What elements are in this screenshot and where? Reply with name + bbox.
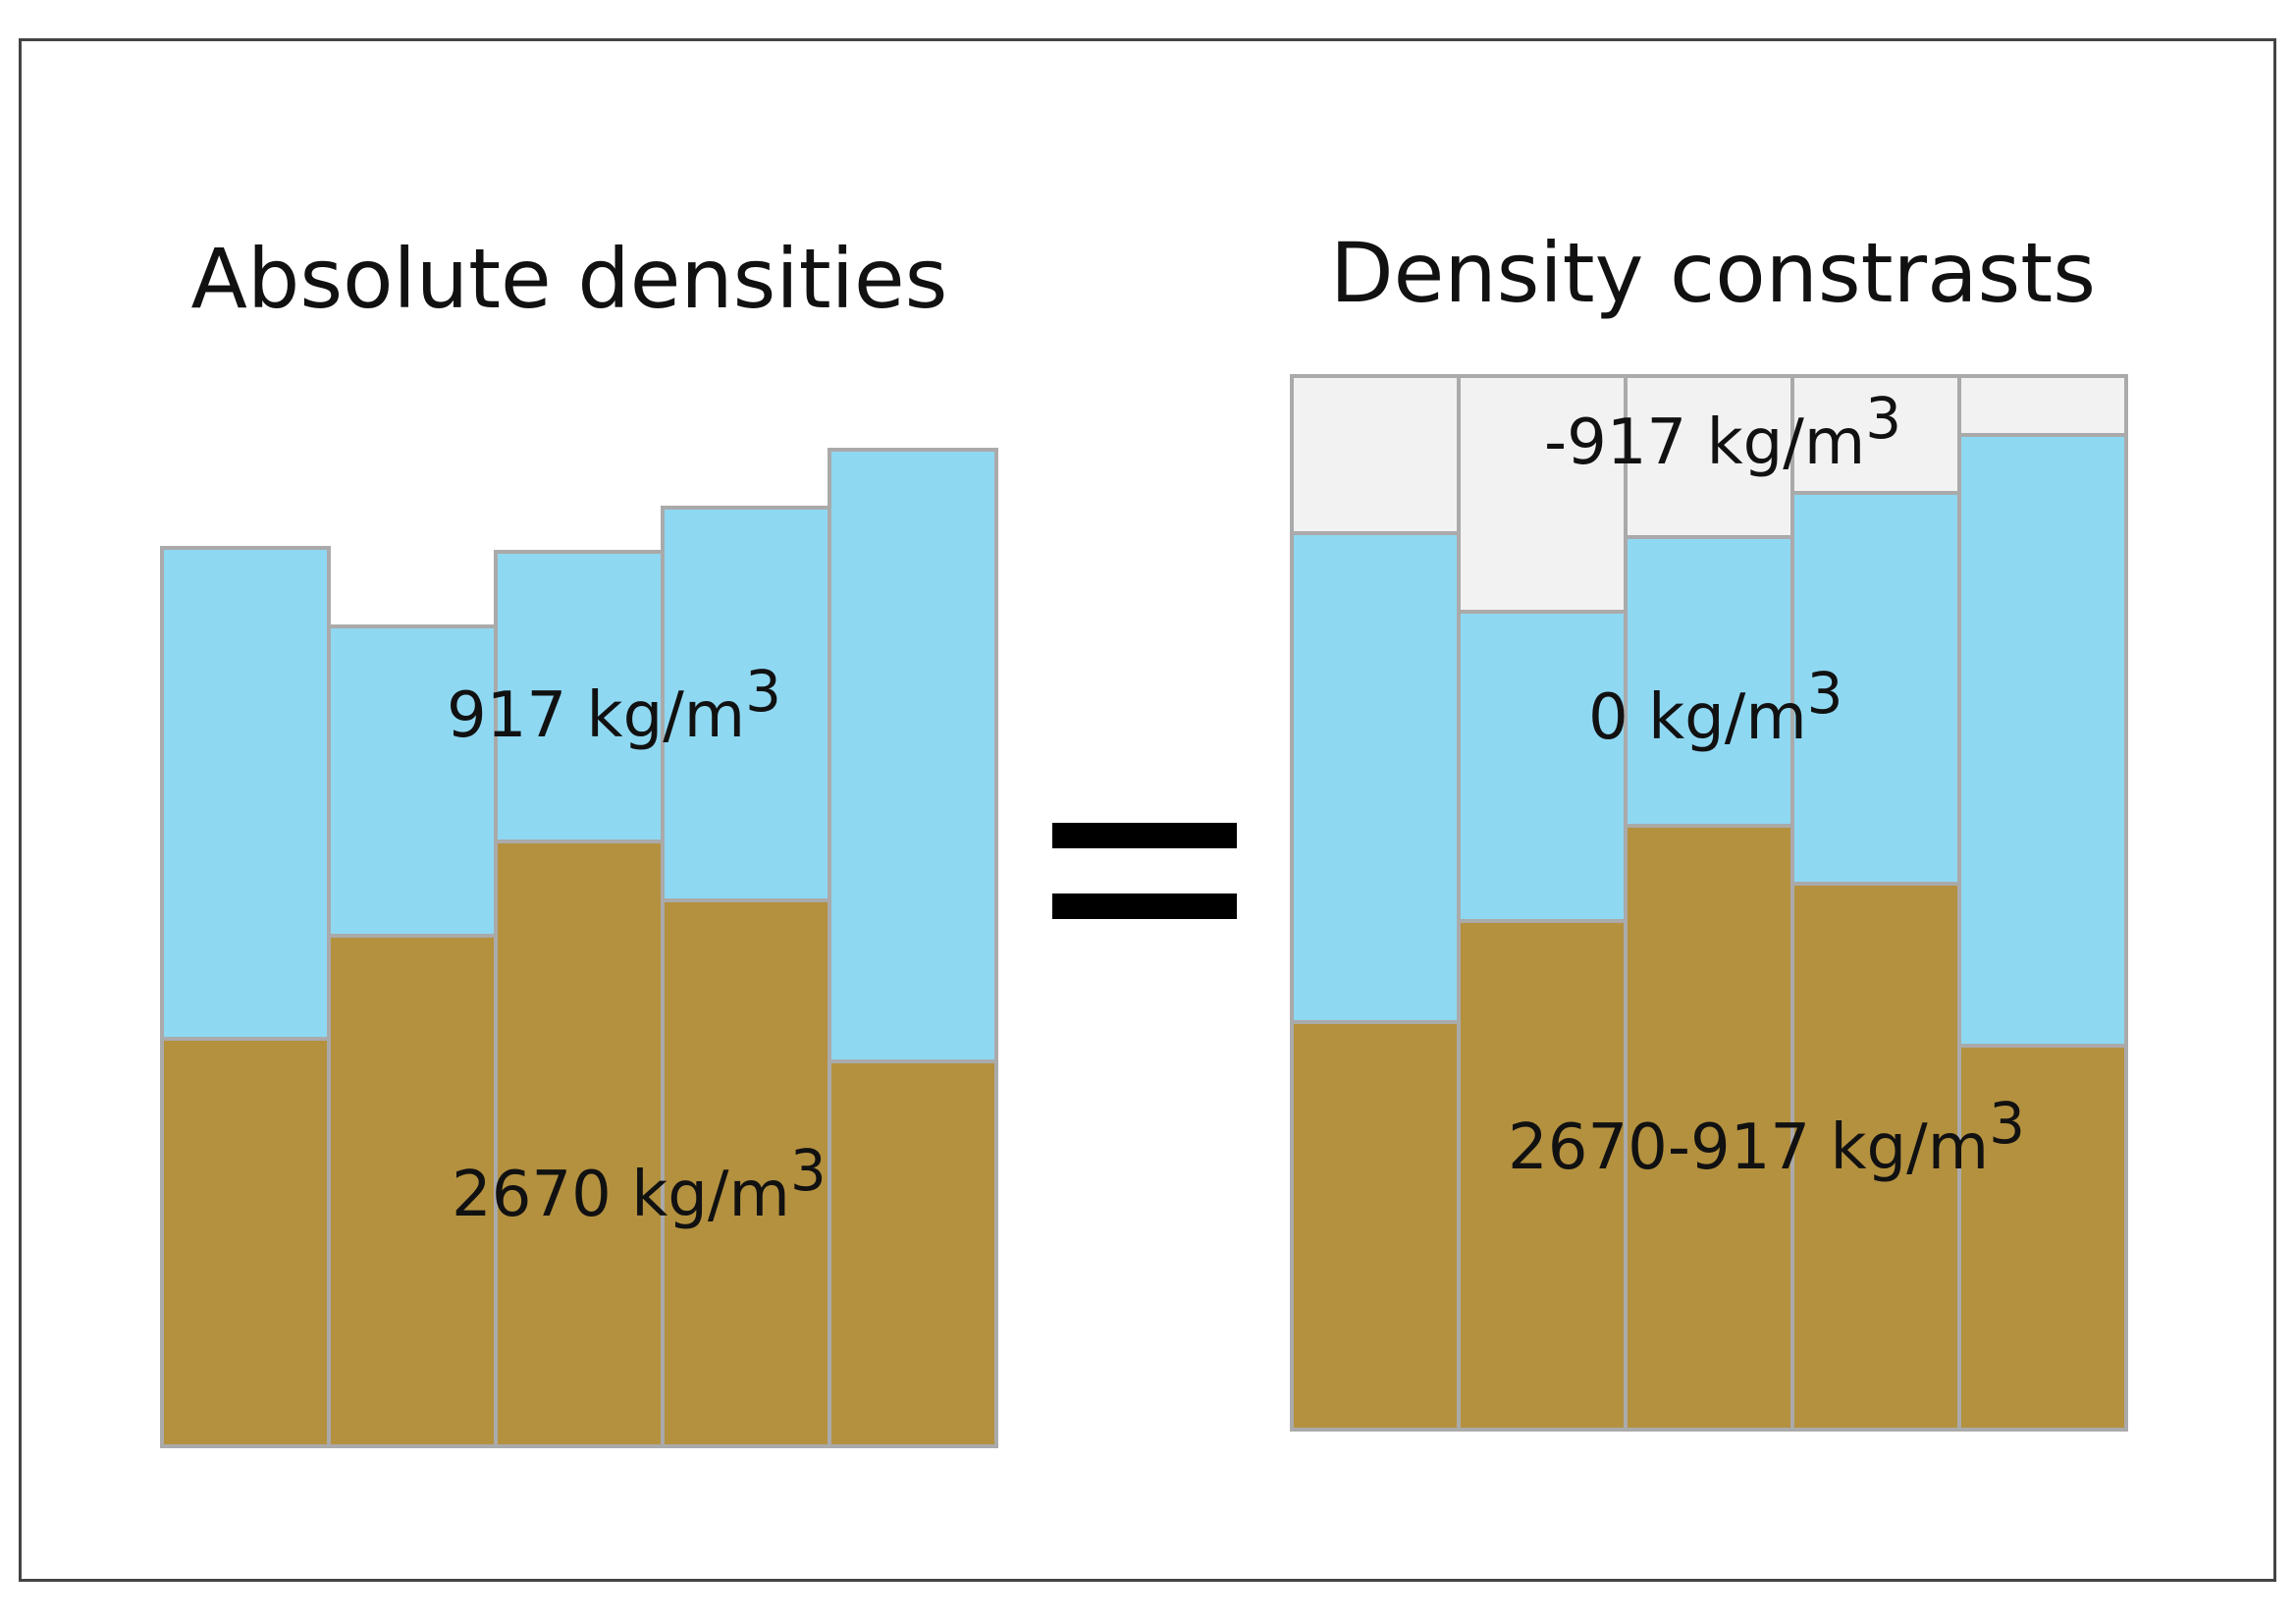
right-col-2-ice [1457, 610, 1628, 923]
right-col-4-bedrock [1790, 882, 1961, 1432]
left-col-3-bedrock [494, 839, 665, 1448]
left-col-4-bedrock [661, 898, 831, 1448]
left-col-2-bedrock [327, 934, 498, 1448]
right-panel: Density constrasts [1290, 225, 2128, 1432]
right-col-3-bedrock [1624, 824, 1794, 1432]
right-col-2-air [1457, 374, 1628, 614]
right-col-1-bedrock [1290, 1020, 1461, 1432]
equals-sign [1052, 823, 1237, 919]
right-columns [1290, 374, 2128, 1432]
right-bedrock-label: 2670-917 kg/m3 [1508, 1090, 2025, 1184]
figure-frame [19, 38, 2276, 1582]
right-col-1-ice [1290, 531, 1461, 1024]
right-col-3-ice [1624, 535, 1794, 828]
right-col-5-air [1957, 374, 2128, 437]
right-col-3-air [1624, 374, 1794, 539]
right-col-5-bedrock [1957, 1044, 2128, 1432]
right-ice-label: 0 kg/m3 [1588, 660, 1843, 754]
left-panel: Absolute densities 917 kg/m3 2670 kg [160, 231, 998, 1448]
right-col-1-air [1290, 374, 1461, 535]
equals-bar-bottom [1052, 893, 1237, 919]
left-col-1-bedrock [160, 1037, 331, 1448]
left-col-3-ice [494, 550, 665, 843]
left-col-5-ice [828, 448, 998, 1063]
right-col-5-ice [1957, 433, 2128, 1048]
right-air-label: -917 kg/m3 [1544, 385, 1901, 479]
equals-bar-top [1052, 823, 1237, 848]
left-col-5-bedrock [828, 1059, 998, 1448]
left-col-2-ice [327, 624, 498, 938]
right-title: Density constrasts [1330, 225, 2096, 321]
left-columns [160, 448, 998, 1448]
left-ice-label: 917 kg/m3 [447, 658, 781, 752]
left-title: Absolute densities [191, 231, 948, 327]
right-col-4-air [1790, 374, 1961, 495]
left-col-1-ice [160, 546, 331, 1041]
left-bedrock-label: 2670 kg/m3 [452, 1137, 827, 1231]
right-col-2-bedrock [1457, 919, 1628, 1432]
